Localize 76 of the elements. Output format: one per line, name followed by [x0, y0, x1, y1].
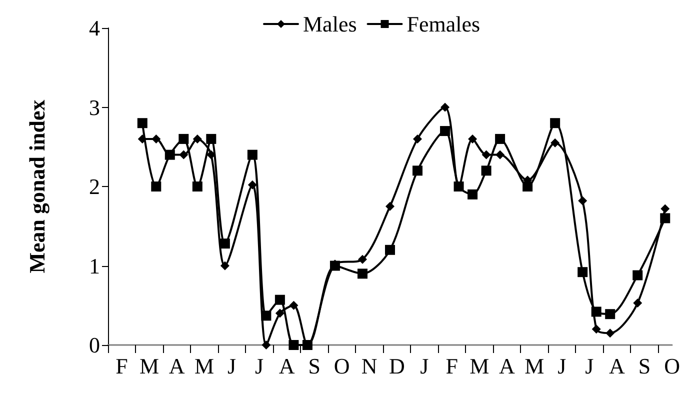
point — [206, 134, 216, 144]
point — [151, 182, 162, 192]
point — [660, 204, 670, 214]
x-tick-label: F — [446, 354, 458, 378]
point — [275, 308, 284, 318]
x-tick-label: M — [524, 354, 544, 378]
x-tick-label: M — [470, 354, 490, 378]
point — [138, 134, 147, 144]
point — [357, 268, 368, 279]
point — [495, 134, 506, 144]
point — [192, 134, 202, 144]
point — [261, 310, 272, 321]
point — [152, 134, 161, 144]
x-tick-label: J — [255, 354, 264, 378]
point — [550, 118, 560, 128]
legend-label: Males — [303, 12, 357, 36]
x-tick-label: A — [278, 354, 295, 378]
x-tick-label: F — [116, 354, 128, 378]
point — [413, 134, 422, 144]
point — [660, 213, 670, 224]
point — [468, 134, 478, 144]
x-tick-label: A — [168, 354, 185, 378]
point — [468, 189, 478, 200]
point — [289, 300, 298, 310]
point — [440, 126, 450, 136]
point — [591, 306, 602, 317]
x-tick-label: J — [228, 354, 237, 378]
x-tick-label: J — [558, 354, 567, 378]
point — [385, 244, 395, 255]
x-tick-label: J — [585, 354, 594, 378]
point — [247, 150, 258, 160]
y-tick-label: 0 — [89, 332, 100, 358]
point — [206, 150, 216, 160]
point — [592, 324, 601, 334]
point — [248, 180, 257, 190]
y-tick-label: 4 — [89, 16, 100, 40]
point — [606, 328, 615, 338]
point — [578, 196, 588, 206]
y-tick-label: 1 — [89, 253, 100, 278]
point — [274, 294, 285, 305]
y-tick-label: 2 — [89, 174, 100, 199]
point — [386, 202, 394, 211]
point — [578, 267, 588, 278]
x-tick-label: M — [194, 354, 214, 378]
point — [220, 238, 230, 249]
point — [192, 182, 202, 192]
x-tick-label: D — [388, 354, 405, 378]
point — [550, 138, 560, 148]
point — [412, 166, 423, 176]
point — [605, 309, 616, 320]
point — [496, 150, 505, 160]
point — [440, 102, 450, 112]
point — [288, 340, 299, 350]
x-tick-label: M — [139, 354, 160, 378]
x-tick-label: O — [334, 354, 350, 378]
legend-label: Females — [406, 12, 480, 36]
x-tick-label: O — [664, 354, 680, 378]
point — [137, 118, 148, 128]
point — [179, 150, 188, 160]
y-axis-title: Mean gonad index — [24, 100, 50, 274]
point — [220, 261, 230, 270]
x-tick-label: J — [420, 354, 430, 378]
point — [633, 298, 642, 308]
point — [262, 340, 271, 350]
point — [358, 254, 367, 264]
x-tick-label: N — [361, 354, 378, 378]
x-tick-label: S — [308, 354, 320, 378]
point — [178, 134, 189, 144]
x-tick-label: S — [638, 354, 651, 378]
point — [482, 150, 491, 160]
x-tick-label: A — [498, 354, 515, 378]
point — [522, 182, 533, 192]
y-tick-label: 3 — [89, 94, 100, 120]
x-tick-label: A — [609, 354, 626, 378]
point — [481, 166, 492, 176]
point — [632, 270, 643, 280]
